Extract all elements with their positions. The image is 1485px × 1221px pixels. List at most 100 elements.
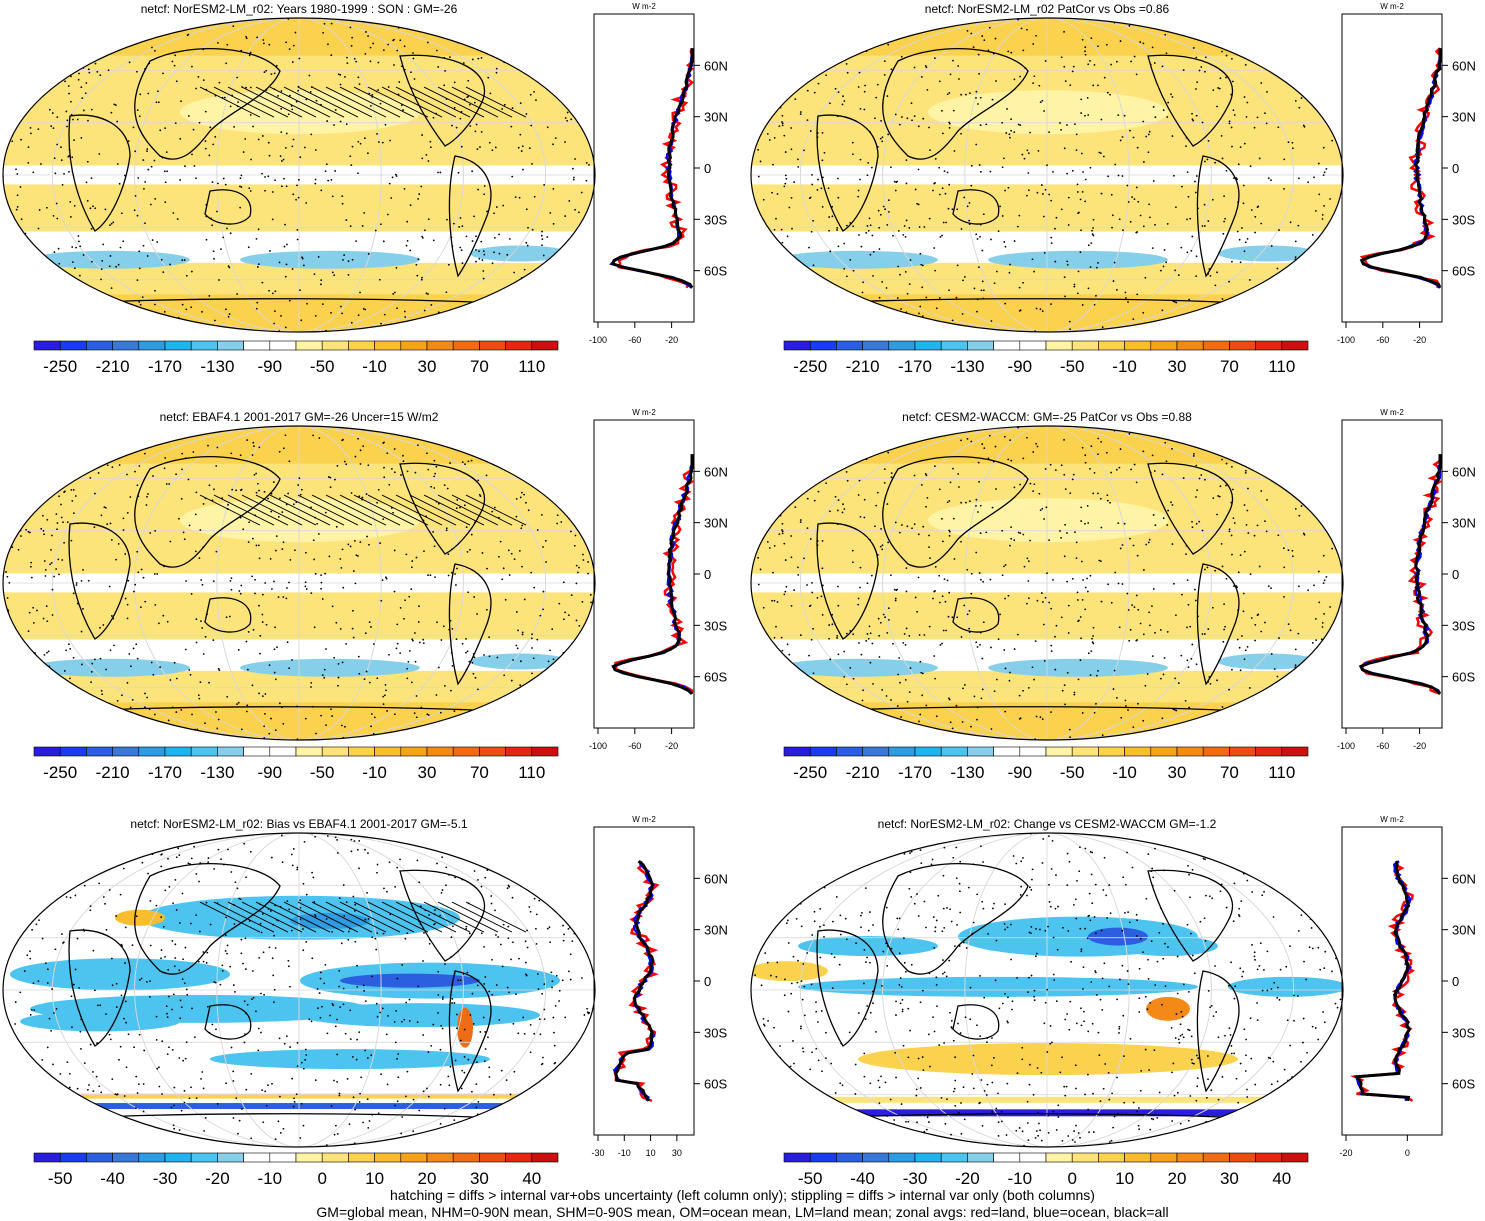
stipple-dot — [271, 957, 274, 960]
zonal-lat-label: 30N — [1452, 516, 1476, 531]
stipple-dot — [466, 650, 469, 653]
stipple-dot — [240, 952, 243, 955]
stipple-dot — [439, 325, 442, 328]
stipple-dot — [574, 886, 577, 889]
graticule-line — [134, 18, 464, 332]
stipple-dot — [86, 1088, 89, 1091]
stipple-dot — [13, 64, 16, 67]
stipple-dot — [189, 922, 192, 925]
stipple-dot — [772, 647, 775, 649]
stipple-dot — [581, 600, 584, 603]
stipple-dot — [535, 942, 538, 945]
stipple-dot — [136, 70, 138, 73]
stipple-dot — [60, 686, 63, 689]
colorbar-tick-label: -250 — [793, 763, 827, 782]
stipple-dot — [289, 558, 292, 561]
stipple-dot — [115, 915, 118, 917]
stipple-dot — [433, 909, 436, 912]
stipple-dot — [42, 732, 45, 735]
stipple-dot — [310, 506, 312, 509]
stipple-dot — [886, 95, 889, 97]
stipple-dot — [3, 1028, 4, 1030]
stipple-dot — [42, 882, 45, 884]
stipple-dot — [475, 1106, 478, 1109]
stipple-dot — [349, 1038, 352, 1041]
stipple-dot — [356, 1038, 359, 1041]
stipple-dot — [570, 444, 573, 446]
stipple-dot — [905, 627, 908, 630]
colorbar-tick-label: 30 — [418, 357, 437, 376]
stipple-dot — [249, 86, 252, 89]
stipple-dot — [23, 481, 26, 484]
stipple-dot — [1171, 543, 1174, 545]
stipple-dot — [422, 638, 425, 641]
stipple-dot — [6, 123, 8, 126]
continent-outline — [816, 114, 879, 232]
hatch-line — [297, 901, 359, 933]
stipple-dot — [249, 190, 252, 192]
stipple-dot — [16, 206, 19, 208]
stipple-dot — [226, 43, 229, 46]
stipple-dot — [164, 889, 167, 892]
zonal-lat-label: 30N — [704, 110, 728, 125]
stipple-dot — [1251, 427, 1254, 430]
stipple-dot — [383, 466, 385, 469]
stipple-dot — [325, 163, 328, 166]
stipple-dot — [576, 571, 579, 574]
zonal-lat-label: 30S — [704, 1025, 727, 1040]
stipple-dot — [154, 303, 156, 306]
zonal-frame — [1341, 13, 1443, 323]
stipple-dot — [1093, 471, 1096, 474]
stipple-dot — [216, 446, 219, 449]
stipple-dot — [373, 716, 376, 719]
continent-outline — [204, 597, 252, 633]
hatch-line — [367, 494, 429, 526]
stipple-dot — [476, 846, 479, 848]
stipple-dot — [451, 1002, 453, 1004]
hatch-line — [283, 901, 345, 933]
stipple-dot — [72, 512, 75, 515]
stipple-dot — [975, 96, 977, 99]
stipple-dot — [325, 1144, 328, 1146]
stipple-dot — [301, 257, 304, 260]
colorbar-swatch — [1150, 340, 1178, 351]
stipple-dot — [1067, 632, 1070, 634]
stipple-dot — [138, 1033, 141, 1036]
stipple-dot — [1206, 726, 1209, 728]
continent-outline — [399, 869, 486, 962]
stipple-dot — [202, 503, 205, 505]
stipple-dot — [557, 257, 560, 260]
stipple-dot — [330, 311, 332, 314]
stipple-dot — [1258, 565, 1261, 568]
stipple-dot — [1302, 124, 1305, 127]
stipple-dot — [1026, 194, 1028, 197]
stipple-dot — [50, 1030, 53, 1032]
stipple-dot — [1319, 682, 1322, 685]
stipple-dot — [94, 207, 97, 210]
stipple-dot — [773, 636, 776, 639]
stipple-dot — [866, 225, 869, 227]
stipple-dot — [40, 1089, 43, 1091]
continent-outline — [1147, 462, 1234, 555]
stipple-dot — [1287, 623, 1290, 626]
stipple-dot — [1203, 633, 1206, 635]
stipple-dot — [1102, 155, 1105, 158]
stipple-dot — [1317, 162, 1320, 165]
stipple-dot — [268, 289, 270, 292]
stipple-dot — [304, 717, 307, 720]
colorbar-swatch — [1255, 746, 1283, 757]
stipple-dot — [1123, 522, 1126, 525]
stipple-dot — [380, 322, 382, 325]
stipple-dot — [1128, 24, 1131, 27]
stipple-dot — [394, 173, 397, 176]
stipple-dot — [826, 16, 828, 17]
colorbar-swatch — [164, 1152, 192, 1163]
stipple-dot — [126, 603, 129, 606]
stipple-dot — [292, 138, 295, 141]
stipple-dot — [239, 739, 242, 740]
stipple-dot — [433, 475, 436, 478]
stipple-dot — [1073, 693, 1076, 696]
stipple-dot — [180, 709, 183, 711]
stipple-dot — [1283, 158, 1286, 161]
stipple-dot — [420, 19, 423, 22]
